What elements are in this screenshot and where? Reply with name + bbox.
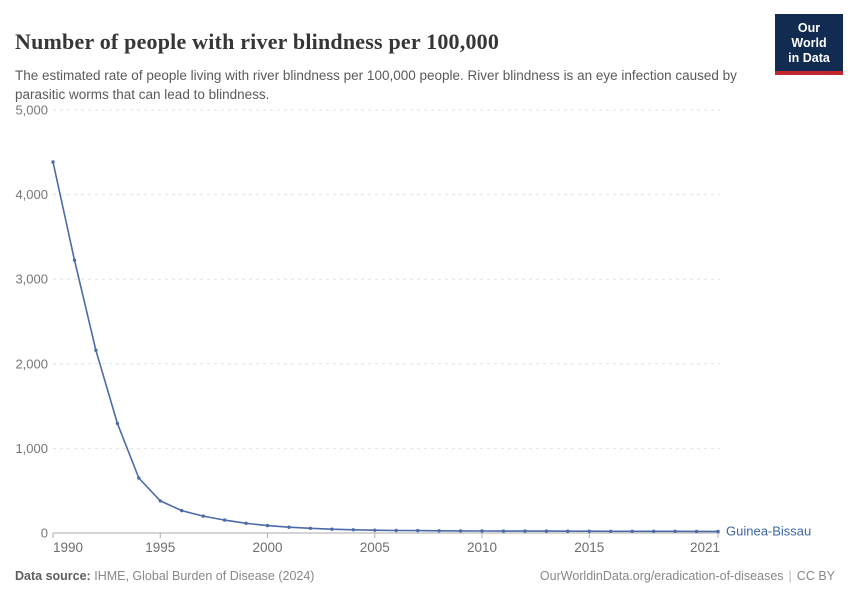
data-point[interactable]: [480, 529, 484, 533]
x-tick-label: 2021: [690, 540, 720, 555]
y-tick-label: 0: [41, 526, 48, 541]
data-point[interactable]: [630, 529, 634, 533]
data-point[interactable]: [115, 421, 120, 426]
data-point[interactable]: [694, 529, 699, 534]
data-point[interactable]: [544, 529, 549, 533]
data-point[interactable]: [265, 523, 270, 528]
x-tick-label: 2015: [574, 540, 604, 555]
y-tick-label: 1,000: [15, 441, 48, 456]
series-label[interactable]: Guinea-Bissau: [726, 523, 811, 538]
x-tick-label: 2010: [467, 540, 497, 555]
x-tick-label: 1995: [145, 540, 175, 555]
data-point[interactable]: [137, 476, 141, 480]
series-line[interactable]: [52, 161, 719, 533]
license-link[interactable]: CC BY: [796, 569, 835, 583]
data-point[interactable]: [51, 160, 55, 164]
owid-url-link[interactable]: OurWorldinData.org/eradication-of-diseas…: [539, 569, 784, 583]
data-point[interactable]: [72, 258, 77, 262]
data-point[interactable]: [437, 529, 441, 533]
data-point[interactable]: [222, 518, 227, 522]
y-tick-label: 5,000: [15, 103, 48, 118]
footer-divider: |: [788, 569, 792, 583]
data-point[interactable]: [501, 529, 506, 533]
data-point[interactable]: [373, 528, 377, 532]
data-source: Data source: IHME, Global Burden of Dise…: [15, 569, 314, 583]
data-point[interactable]: [308, 526, 313, 530]
data-point[interactable]: [287, 525, 291, 529]
chart-subtitle: The estimated rate of people living with…: [15, 67, 737, 102]
x-tick-label: 2000: [252, 540, 282, 555]
x-tick-label: 2005: [360, 540, 390, 555]
data-point[interactable]: [458, 529, 463, 533]
data-point[interactable]: [94, 348, 98, 352]
y-tick-label: 2,000: [15, 356, 48, 371]
chart-footer: Data source: IHME, Global Burden of Dise…: [15, 569, 835, 583]
x-tick-label: 1990: [53, 540, 83, 555]
data-point[interactable]: [651, 529, 656, 533]
owid-logo-line2: in Data: [788, 50, 830, 65]
data-point[interactable]: [180, 508, 184, 513]
data-point[interactable]: [566, 529, 570, 533]
data-point[interactable]: [523, 529, 527, 533]
owid-logo-line1: Our World: [791, 21, 827, 50]
data-point[interactable]: [244, 521, 248, 525]
data-source-text: IHME, Global Burden of Disease (2024): [94, 569, 315, 583]
data-point[interactable]: [201, 514, 205, 518]
data-point[interactable]: [416, 528, 420, 533]
data-point[interactable]: [158, 499, 162, 503]
line-chart[interactable]: 0 1,000 2,000 3,000 4,000 5,000 1990 1995 2000 20…: [0, 100, 850, 565]
owid-logo[interactable]: Our World in Data: [775, 14, 843, 76]
data-source-label: Data source:: [15, 569, 91, 583]
chart-title: Number of people with river blindness pe…: [15, 28, 500, 54]
y-tick-label: 3,000: [15, 272, 48, 287]
data-point[interactable]: [394, 528, 398, 533]
data-point[interactable]: [351, 528, 355, 532]
footer-links: OurWorldinData.org/eradication-of-diseas…: [540, 569, 835, 583]
data-point[interactable]: [609, 529, 613, 533]
data-point[interactable]: [673, 529, 677, 533]
data-point[interactable]: [587, 529, 591, 533]
y-tick-label: 4,000: [15, 187, 48, 202]
data-point[interactable]: [716, 529, 720, 534]
data-point[interactable]: [330, 527, 334, 531]
